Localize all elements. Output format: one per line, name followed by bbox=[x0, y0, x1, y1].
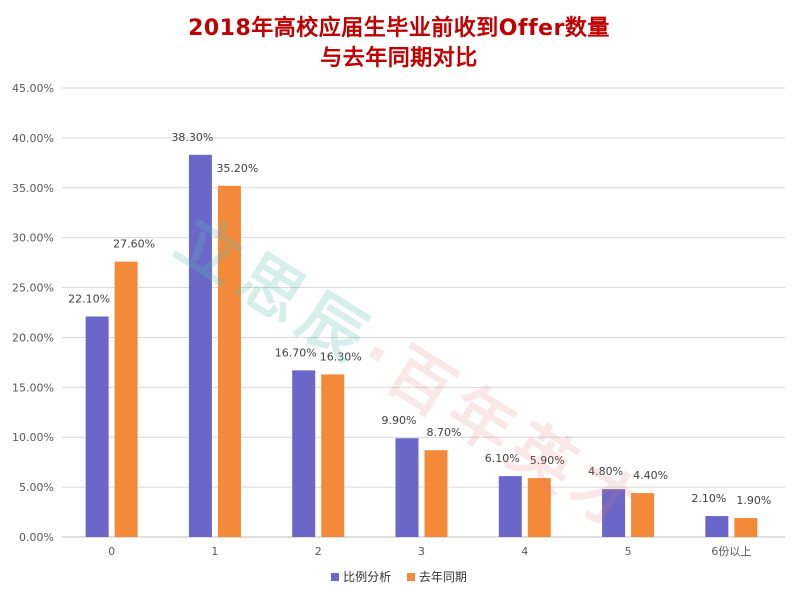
y-tick-label-9: 45.00% bbox=[12, 82, 54, 95]
legend-label-series2: 去年同期 bbox=[418, 570, 467, 584]
x-tick-label-0: 0 bbox=[108, 545, 115, 558]
data-label-1-4: 6.10% bbox=[485, 452, 520, 465]
data-label-2-2: 16.30% bbox=[320, 350, 362, 363]
data-label-2-1: 35.20% bbox=[216, 162, 258, 175]
y-tick-label-4: 20.00% bbox=[12, 331, 54, 344]
legend-label-series1: 比例分析 bbox=[343, 570, 392, 584]
bar-1-1 bbox=[188, 154, 212, 537]
bar-1-6 bbox=[705, 516, 729, 537]
chart-title-line1: 2018年高校应届生毕业前收到Offer数量 bbox=[188, 16, 610, 41]
data-label-1-5: 4.80% bbox=[588, 465, 623, 478]
bar-2-6 bbox=[734, 518, 758, 537]
x-tick-label-3: 3 bbox=[418, 545, 425, 558]
x-tick-label-5: 5 bbox=[625, 545, 632, 558]
data-label-2-6: 1.90% bbox=[736, 494, 771, 507]
y-tick-label-3: 15.00% bbox=[12, 381, 54, 394]
bar-2-1 bbox=[217, 185, 241, 537]
bar-1-2 bbox=[292, 370, 316, 537]
y-tick-label-0: 0.00% bbox=[19, 531, 54, 544]
y-tick-label-2: 10.00% bbox=[12, 431, 54, 444]
data-label-1-3: 9.90% bbox=[382, 414, 417, 427]
data-label-2-3: 8.70% bbox=[427, 426, 462, 439]
bar-2-4 bbox=[527, 478, 551, 537]
data-label-2-0: 27.60% bbox=[113, 238, 155, 251]
data-label-1-0: 22.10% bbox=[68, 292, 110, 305]
y-tick-label-6: 30.00% bbox=[12, 232, 54, 245]
data-label-2-5: 4.40% bbox=[633, 469, 668, 482]
y-tick-label-5: 25.00% bbox=[12, 282, 54, 295]
bar-1-0 bbox=[85, 316, 109, 537]
bar-1-3 bbox=[395, 438, 419, 537]
legend-swatch-series2 bbox=[406, 572, 415, 581]
y-tick-label-8: 40.00% bbox=[12, 132, 54, 145]
bar-2-3 bbox=[424, 450, 448, 537]
y-tick-label-7: 35.00% bbox=[12, 182, 54, 195]
bar-2-5 bbox=[631, 493, 655, 537]
x-tick-label-4: 4 bbox=[521, 545, 528, 558]
bar-1-4 bbox=[498, 476, 522, 537]
x-tick-label-6: 6份以上 bbox=[711, 545, 751, 558]
y-tick-label-1: 5.00% bbox=[19, 481, 54, 494]
legend-item-series1: 比例分析 bbox=[331, 568, 391, 585]
x-tick-label-2: 2 bbox=[315, 545, 322, 558]
bar-2-2 bbox=[321, 374, 345, 537]
data-label-1-6: 2.10% bbox=[691, 492, 726, 505]
bar-2-0 bbox=[114, 261, 138, 537]
chart-legend: 比例分析 去年同期 bbox=[0, 568, 798, 585]
legend-swatch-series1 bbox=[331, 572, 340, 581]
data-label-1-1: 38.30% bbox=[171, 131, 213, 144]
chart-title-line2: 与去年同期对比 bbox=[320, 46, 478, 71]
data-label-2-4: 5.90% bbox=[530, 454, 565, 467]
bar-1-5 bbox=[602, 489, 626, 537]
data-label-1-2: 16.70% bbox=[275, 346, 317, 359]
x-tick-label-1: 1 bbox=[211, 545, 218, 558]
legend-item-series2: 去年同期 bbox=[406, 568, 467, 585]
